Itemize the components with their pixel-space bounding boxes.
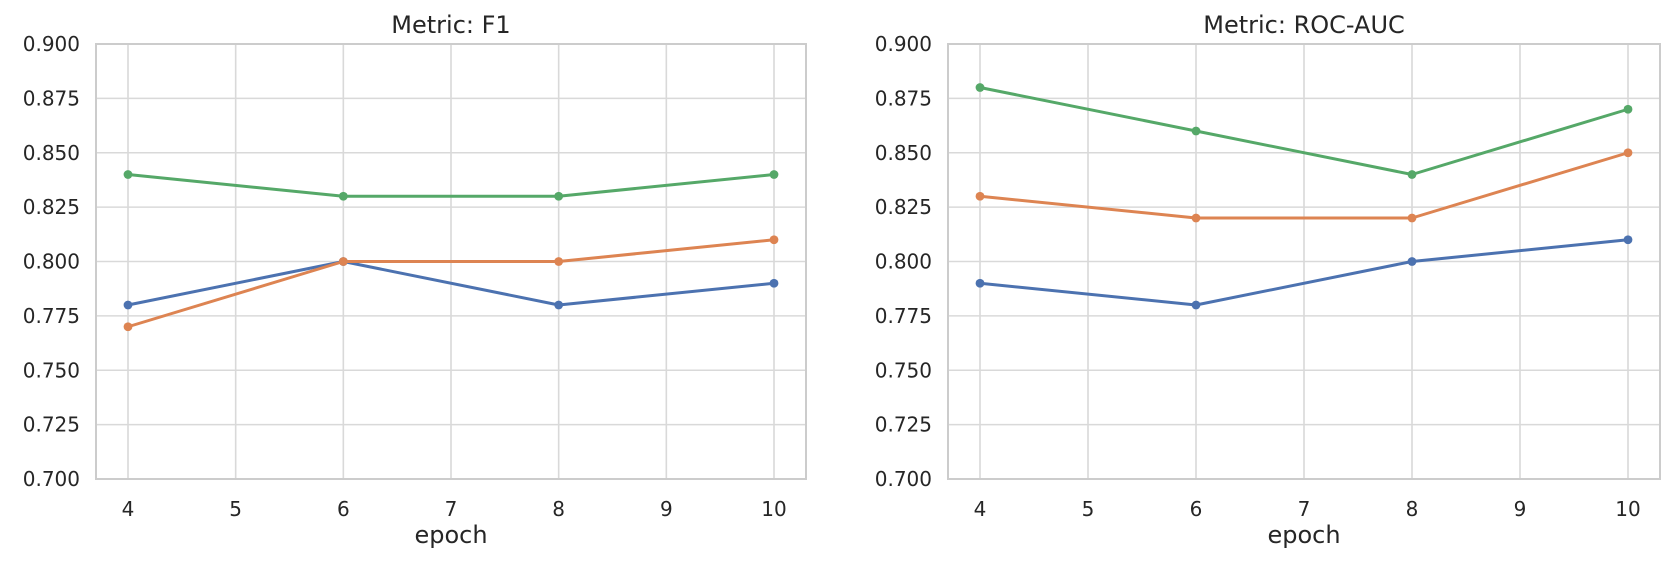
series-green-marker xyxy=(123,170,133,179)
series-blue-marker xyxy=(1623,235,1633,245)
y-tick-label: 0.750 xyxy=(875,358,932,382)
x-tick-label: 8 xyxy=(1406,497,1419,521)
plot-layer: 0.700 0.725 0.750 0.775 0.800 0.825 0.850 0.875… xyxy=(875,32,1661,521)
x-tick-label: 6 xyxy=(337,497,350,521)
y-tick-label: 0.850 xyxy=(875,141,932,165)
x-tick-label: 9 xyxy=(1514,497,1527,521)
series-blue-line xyxy=(126,260,776,307)
series-orange-marker xyxy=(769,235,779,245)
x-axis-label: epoch xyxy=(414,521,487,549)
series-blue-marker xyxy=(123,300,133,310)
y-tick-label: 0.725 xyxy=(875,413,932,437)
x-tick-label: 8 xyxy=(552,497,565,521)
series-green-line xyxy=(978,86,1630,176)
series-green-marker xyxy=(975,83,985,92)
y-tick-label: 0.900 xyxy=(875,32,932,56)
x-tick-label: 7 xyxy=(445,497,458,521)
series-green-marker xyxy=(769,170,779,179)
x-tick-label: 10 xyxy=(761,497,786,521)
y-tick-label: 0.700 xyxy=(875,467,932,491)
series-green-marker xyxy=(338,191,348,201)
x-tick-label: 5 xyxy=(1082,497,1095,521)
series-green-marker xyxy=(1191,126,1201,136)
series-blue-marker xyxy=(1407,257,1417,266)
y-tick-label: 0.875 xyxy=(875,86,932,110)
series-orange-line xyxy=(126,238,776,329)
series-orange-marker xyxy=(338,257,348,266)
x-axis-label: epoch xyxy=(1267,521,1340,549)
y-tick-label: 0.875 xyxy=(23,86,80,110)
x-tick-label: 6 xyxy=(1190,497,1203,521)
series-blue-marker xyxy=(975,278,985,288)
axes-border xyxy=(95,43,807,480)
y-tick-label: 0.775 xyxy=(875,304,932,328)
series-blue-marker xyxy=(769,278,779,288)
x-tick-label: 7 xyxy=(1298,497,1311,521)
chart-title: Metric: F1 xyxy=(391,11,510,39)
series-green-marker xyxy=(1623,104,1633,114)
series-orange-marker xyxy=(975,191,985,201)
chart-panel-roc-auc: 0.700 0.725 0.750 0.775 0.800 0.825 0.850 0.875… xyxy=(875,11,1661,549)
series-green-marker xyxy=(554,191,564,201)
series-orange-marker xyxy=(554,257,564,266)
x-tick-label: 5 xyxy=(229,497,242,521)
chart-title: Metric: ROC-AUC xyxy=(1203,11,1405,39)
chart-panel-f1: 0.700 0.725 0.750 0.775 0.800 0.825 0.850 0.875… xyxy=(23,11,807,549)
series-blue-line xyxy=(978,238,1630,307)
series-blue-marker xyxy=(1191,300,1201,310)
series-blue-marker xyxy=(554,300,564,310)
series-orange-marker xyxy=(123,322,133,332)
series-orange-marker xyxy=(1407,213,1417,223)
y-tick-label: 0.725 xyxy=(23,413,80,437)
x-tick-label: 4 xyxy=(974,497,987,521)
series-orange-marker xyxy=(1191,213,1201,223)
axes-border xyxy=(947,43,1661,480)
y-tick-label: 0.850 xyxy=(23,141,80,165)
x-tick-label: 4 xyxy=(122,497,135,521)
y-tick-label: 0.750 xyxy=(23,358,80,382)
series-green-marker xyxy=(1407,170,1417,179)
y-tick-label: 0.825 xyxy=(875,195,932,219)
series-orange-line xyxy=(978,151,1630,220)
y-tick-label: 0.825 xyxy=(23,195,80,219)
x-tick-label: 10 xyxy=(1615,497,1640,521)
y-tick-label: 0.775 xyxy=(23,304,80,328)
x-tick-label: 9 xyxy=(660,497,673,521)
y-tick-label: 0.900 xyxy=(23,32,80,56)
series-green-line xyxy=(126,173,776,198)
plot-layer: 0.700 0.725 0.750 0.775 0.800 0.825 0.850 0.875… xyxy=(23,32,807,521)
y-tick-label: 0.800 xyxy=(875,250,932,274)
series-orange-marker xyxy=(1623,148,1633,158)
y-tick-label: 0.800 xyxy=(23,250,80,274)
y-tick-label: 0.700 xyxy=(23,467,80,491)
